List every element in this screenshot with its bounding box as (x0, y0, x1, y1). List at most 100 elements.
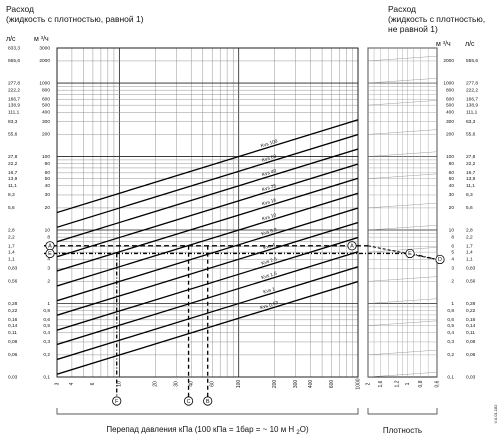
right-m3h-tick-label: 1 (451, 301, 454, 307)
right-m3h-tick-label: 400 (446, 110, 454, 116)
marker-D-circle (435, 254, 445, 265)
x-tick-label: 60 (210, 381, 216, 387)
left-m3h-tick-label: 4 (47, 257, 50, 263)
left-m3h-tick-label: 2000 (39, 58, 50, 64)
right-ls-tick-label: 222,2 (466, 87, 478, 93)
x-tick-label: 30 (174, 381, 180, 387)
left-ls-tick-label: 138,9 (8, 102, 20, 108)
right-ls-tick-label: 83,3 (466, 119, 476, 125)
right-m3h-tick-label: 3 (451, 266, 454, 272)
left-ls-tick-label: 111,1 (8, 110, 20, 116)
marker-E-right-circle (405, 248, 415, 259)
x-tick-label: 3 (54, 382, 60, 385)
right-unit-ls: л/с (465, 41, 475, 48)
left-ls-tick-label: 0,56 (8, 279, 18, 285)
right-m3h-tick-label: 800 (446, 87, 454, 93)
kvs-label: Kvs 1,6 (261, 271, 278, 282)
left-m3h-tick-label: 200 (42, 132, 50, 138)
right-ls-tick-label: 0,06 (466, 352, 476, 358)
kvs-label: Kvs 4 (263, 242, 277, 251)
right-ls-tick-label: 11,1 (466, 183, 475, 189)
example-line-AD (367, 245, 438, 260)
density-curve-line (367, 349, 438, 356)
density-tick-label: 0,8 (418, 380, 424, 387)
density-curve-line (367, 372, 438, 378)
left-m3h-tick-label: 100 (42, 154, 50, 160)
left-m3h-tick-label: 0,3 (43, 339, 50, 345)
left-ls-tick-label: 0,14 (8, 323, 18, 329)
left-ls-tick-label: 2,2 (8, 234, 15, 240)
left-ls-tick-label: 0,06 (8, 352, 18, 358)
right-ls-tick-label: 55,6 (466, 132, 476, 138)
right-ls-tick-label: 0,11 (466, 330, 475, 336)
left-title-line1: Расход (6, 4, 35, 14)
kvs-lines (57, 119, 358, 375)
x-tick-label: 600 (329, 380, 335, 389)
right-ls-tick-label: 0,16 (466, 317, 476, 323)
left-ls-tick-label: 833,3 (8, 45, 20, 51)
right-ls-tick-label: 111,1 (466, 110, 478, 116)
marker-D-label: D (438, 257, 442, 263)
corner-note: V.0.01.182 (493, 404, 498, 424)
density-curve-line (367, 298, 438, 304)
right-m3h-tick-label: 40 (449, 183, 455, 189)
right-ls-tick-label: 5,6 (466, 205, 473, 211)
density-tick-label: 1 (405, 382, 411, 385)
kvs-line (57, 266, 358, 361)
x-tick-label: 10 (117, 381, 123, 387)
kvs-line (57, 119, 358, 214)
left-ls-tick-label: 13,9 (8, 176, 18, 182)
left-ls-tick-label: 1,4 (8, 249, 15, 255)
right-m3h-tick-label: 50 (449, 176, 455, 182)
left-ls-tick-label: 0,11 (8, 330, 17, 336)
marker-A-right-circle (347, 241, 357, 251)
right-title-line3: не равной 1) (388, 24, 438, 34)
right-ls-tick-label: 0,83 (466, 266, 476, 272)
left-ls-tick-label: 83,3 (8, 119, 18, 125)
right-m3h-tick-label: 0,2 (447, 352, 454, 358)
kvs-label: Kvs 0,63 (259, 300, 279, 311)
left-ls-tick-label: 22,2 (8, 161, 18, 167)
x-tick-label: 300 (293, 380, 299, 389)
density-tick-label: 1,2 (395, 380, 401, 387)
left-title-line2: (жидкость с плотностью, равной 1) (6, 14, 144, 24)
left-ls-tick-label: 55,6 (8, 132, 18, 138)
kvs-label: Kvs 63 (261, 154, 277, 164)
left-ls-tick-label: 8,3 (8, 192, 15, 198)
kvs-line (57, 163, 358, 258)
left-ls-tick-label: 2,8 (8, 227, 15, 233)
left-ls-tick-label: 277,8 (8, 80, 20, 86)
right-m3h-tick-label: 10 (449, 227, 455, 233)
left-ls-tick-label: 27,8 (8, 154, 18, 160)
left-ls-tick-label: 0,08 (8, 339, 18, 345)
right-m3h-tick-label: 5 (451, 249, 454, 255)
density-frame (367, 47, 438, 378)
right-ls-tick-label: 0,14 (466, 323, 476, 329)
left-m3h-tick-label: 20 (45, 205, 51, 211)
right-m3h-tick-label: 300 (446, 119, 454, 125)
x-axis-bracket (56, 408, 359, 415)
left-m3h-tick-label: 0,8 (43, 308, 50, 314)
density-curve-line (367, 151, 438, 157)
left-ls-tick-label: 0,83 (8, 266, 18, 272)
density-curve-line (367, 55, 438, 62)
right-ls-tick-label: 13,9 (466, 176, 476, 182)
kvs-label: Kvs 6,3 (261, 227, 278, 238)
left-m3h-tick-label: 2 (47, 279, 50, 285)
left-ls-tick-label: 5,6 (8, 205, 15, 211)
right-unit-m3h: м ³/ч (436, 41, 451, 48)
right-ls-tick-label: 0,22 (466, 308, 476, 314)
kvs-label: Kvs 100 (260, 138, 279, 149)
right-m3h-tick-label: 60 (449, 170, 455, 176)
kvs-line (57, 177, 358, 272)
x-tick-label: 20 (153, 381, 159, 387)
right-ls-tick-label: 22,2 (466, 161, 476, 167)
left-ls-tick-label: 555,6 (8, 58, 20, 64)
right-ls-tick-label: 1,1 (466, 257, 473, 263)
right-ls-tick-label: 1,4 (466, 249, 473, 255)
right-m3h-tick-label: 8 (451, 234, 454, 240)
marker-F-circle (112, 396, 122, 406)
right-m3h-tick-label: 200 (446, 132, 454, 138)
right-m3h-tick-label: 6 (451, 244, 454, 250)
right-m3h-tick-label: 500 (446, 102, 454, 108)
